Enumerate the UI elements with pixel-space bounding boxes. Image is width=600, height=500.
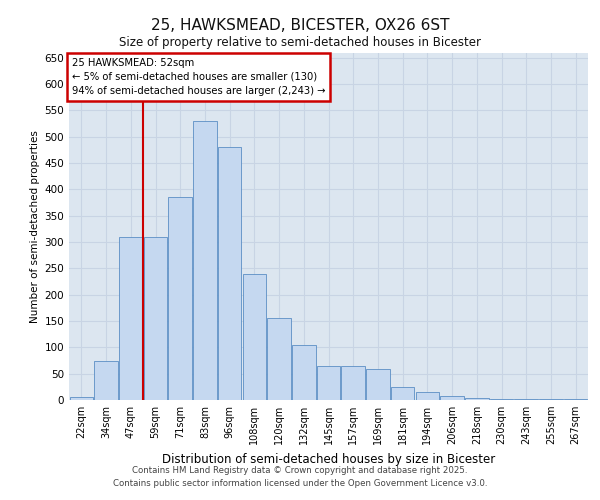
Text: 25, HAWKSMEAD, BICESTER, OX26 6ST: 25, HAWKSMEAD, BICESTER, OX26 6ST	[151, 18, 449, 32]
Bar	[169, 198, 192, 400]
Bar	[391, 387, 415, 400]
Text: 25 HAWKSMEAD: 52sqm
← 5% of semi-detached houses are smaller (130)
94% of semi-d: 25 HAWKSMEAD: 52sqm ← 5% of semi-detache…	[71, 58, 325, 96]
Y-axis label: Number of semi-detached properties: Number of semi-detached properties	[30, 130, 40, 322]
Bar	[416, 392, 439, 400]
Bar	[564, 399, 587, 400]
Text: Contains HM Land Registry data © Crown copyright and database right 2025.
Contai: Contains HM Land Registry data © Crown c…	[113, 466, 487, 487]
Bar	[366, 370, 389, 400]
X-axis label: Distribution of semi-detached houses by size in Bicester: Distribution of semi-detached houses by …	[162, 452, 495, 466]
Bar	[341, 366, 365, 400]
Bar	[440, 396, 464, 400]
Bar	[268, 318, 291, 400]
Bar	[70, 398, 93, 400]
Bar	[292, 344, 316, 400]
Bar	[242, 274, 266, 400]
Bar	[94, 360, 118, 400]
Bar	[317, 366, 340, 400]
Bar	[218, 148, 241, 400]
Text: Size of property relative to semi-detached houses in Bicester: Size of property relative to semi-detach…	[119, 36, 481, 49]
Bar	[490, 399, 513, 400]
Bar	[119, 237, 143, 400]
Bar	[465, 398, 488, 400]
Bar	[144, 237, 167, 400]
Bar	[193, 121, 217, 400]
